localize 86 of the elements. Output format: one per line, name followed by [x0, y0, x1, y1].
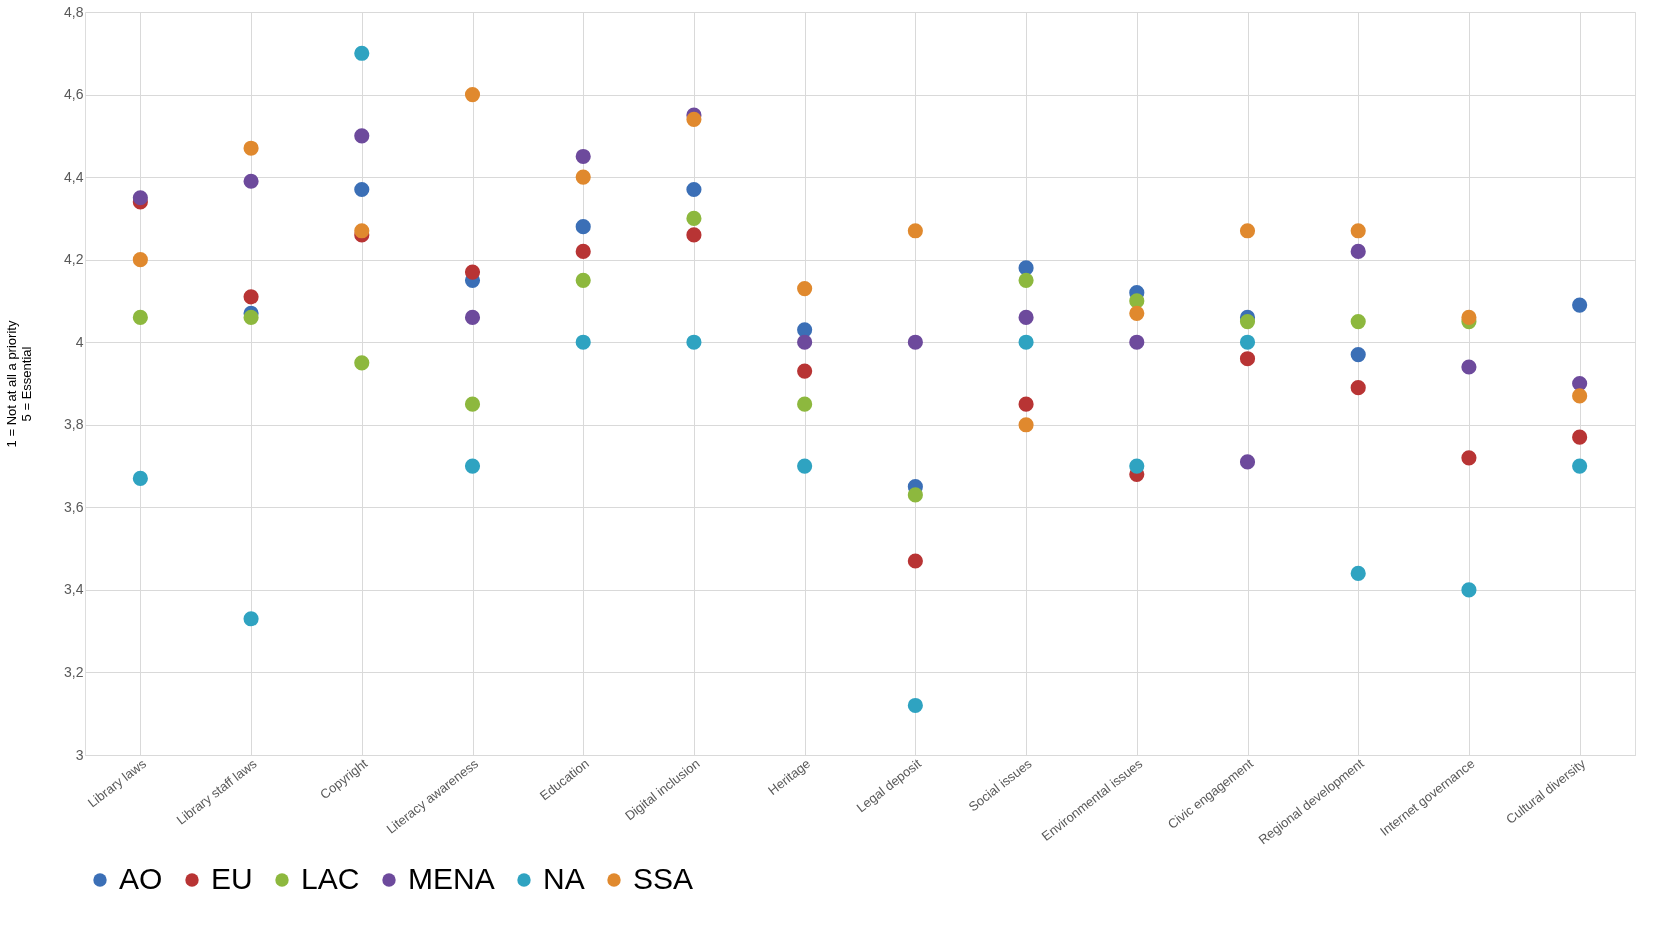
- point: [686, 181, 702, 198]
- point: [1018, 396, 1034, 412]
- point: [464, 86, 481, 103]
- point: [575, 243, 591, 259]
- point: [1350, 314, 1366, 330]
- point: [354, 128, 370, 144]
- point: [686, 111, 702, 127]
- point: [1572, 458, 1588, 474]
- point: [243, 173, 259, 189]
- point: [1239, 454, 1256, 470]
- point: [1239, 223, 1256, 239]
- point: [575, 169, 591, 185]
- point: [1461, 309, 1477, 326]
- legend-label: SSA: [633, 862, 694, 895]
- point: [354, 223, 370, 239]
- point: [243, 611, 259, 627]
- point: [464, 396, 481, 412]
- point: [1350, 565, 1366, 581]
- point: [686, 210, 702, 226]
- point: [132, 252, 148, 268]
- point: [1129, 334, 1145, 350]
- point: [1018, 417, 1034, 433]
- point: [1461, 582, 1477, 598]
- point: [1239, 314, 1256, 330]
- point: [1572, 429, 1588, 445]
- point: [243, 289, 259, 305]
- point: [1461, 450, 1477, 466]
- point: [1572, 375, 1588, 392]
- point: [132, 309, 148, 326]
- point: [354, 355, 370, 371]
- point: [907, 553, 923, 569]
- legend-label: EU: [211, 862, 253, 895]
- point: [354, 45, 370, 61]
- point: [1350, 380, 1366, 396]
- point: [1018, 309, 1034, 326]
- point: [907, 223, 923, 239]
- point: [1350, 243, 1366, 259]
- y-tick-label: 4,4: [64, 168, 84, 185]
- point: [575, 219, 591, 235]
- point: [907, 334, 923, 350]
- point: [354, 181, 370, 198]
- y-tick-label: 4: [75, 333, 84, 350]
- point: [575, 334, 591, 350]
- y-tick-label: 3,4: [64, 581, 84, 598]
- point: [686, 227, 702, 243]
- point: [575, 272, 591, 288]
- point: [1018, 272, 1034, 288]
- point: [686, 334, 702, 350]
- legend-label: MENA: [408, 862, 495, 895]
- legend-label: AO: [119, 862, 163, 895]
- y-tick-label: 4,8: [64, 3, 84, 20]
- legend-label: NA: [543, 862, 585, 895]
- point: [243, 309, 259, 326]
- y-axis-title: 1 = Not at all a priority 5 = Essential: [4, 320, 35, 448]
- point: [1239, 334, 1256, 350]
- legend-label: LAC: [301, 862, 360, 895]
- point: [797, 396, 813, 412]
- point: [243, 140, 259, 156]
- point: [907, 697, 923, 714]
- point: [1461, 359, 1477, 375]
- point: [1572, 388, 1588, 404]
- y-tick-label: 4,6: [64, 86, 84, 103]
- point: [797, 458, 813, 474]
- point: [464, 309, 481, 326]
- y-tick-label: 3: [75, 746, 84, 763]
- point: [797, 363, 813, 379]
- point: [132, 470, 148, 487]
- y-tick-label: 3,8: [64, 416, 84, 433]
- y-tick-label: 3,6: [64, 498, 84, 515]
- point: [797, 334, 813, 350]
- y-tick-label: 4,2: [64, 251, 84, 268]
- point: [1350, 347, 1366, 363]
- point: [907, 487, 923, 503]
- y-tick-label: 3,2: [64, 663, 84, 680]
- point: [1129, 458, 1145, 474]
- point: [464, 264, 481, 280]
- point: [797, 280, 813, 297]
- point: [1129, 305, 1145, 321]
- point: [1572, 297, 1588, 313]
- point: [1350, 223, 1366, 239]
- point: [575, 148, 591, 165]
- point: [1018, 260, 1034, 276]
- point: [1239, 351, 1256, 367]
- point: [464, 458, 481, 474]
- point: [132, 190, 148, 206]
- point: [1018, 334, 1034, 350]
